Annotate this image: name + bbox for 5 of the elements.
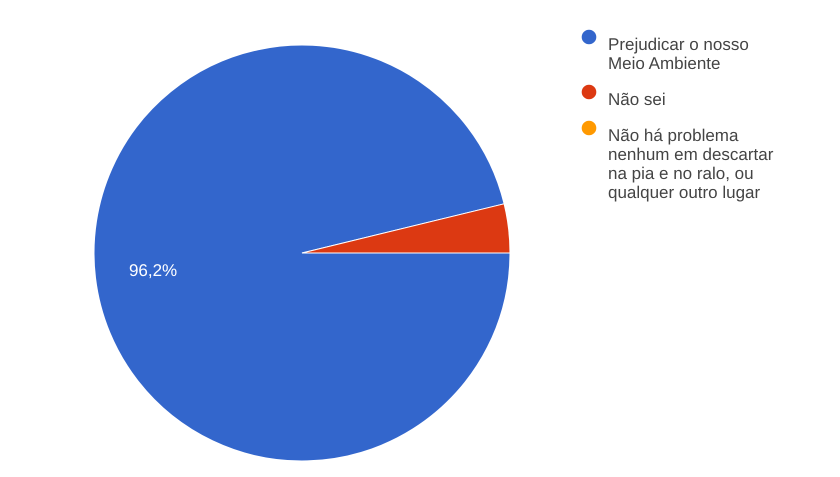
legend-label: Não há problema nenhum em descartar na pia e no ralo, ou qualquer outro lugar: [608, 126, 774, 202]
legend-label: Prejudicar o nosso Meio Ambiente: [608, 35, 749, 73]
legend-label: Não sei: [608, 90, 666, 109]
pie-slice: [94, 44, 510, 462]
data-label: 96,2%: [128, 260, 178, 280]
